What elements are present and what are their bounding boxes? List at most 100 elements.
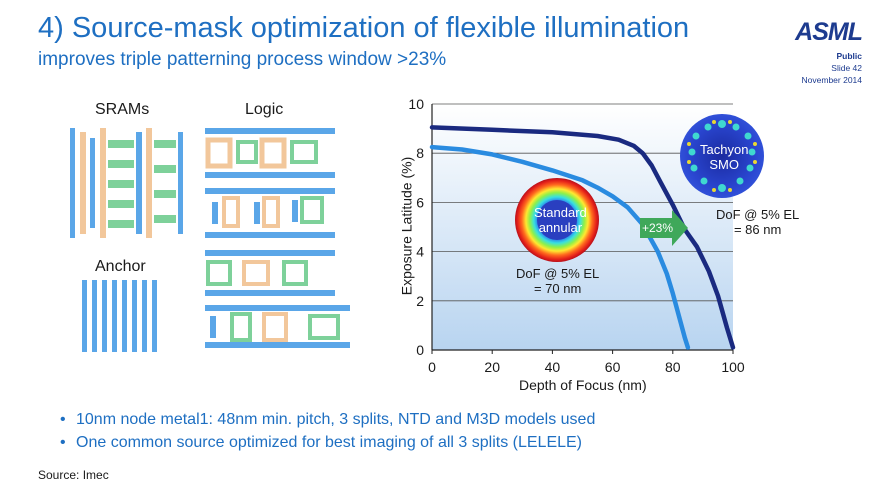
smo-pole (736, 177, 744, 185)
y-tick-label: 6 (416, 194, 424, 210)
logic-label: Logic (245, 101, 284, 118)
y-tick-label: 10 (408, 96, 424, 112)
anchor-line (152, 280, 157, 352)
sram-line (136, 132, 142, 234)
smo-pole (718, 184, 726, 192)
anchor-line (92, 280, 97, 352)
smo-pole (728, 188, 732, 192)
logic-shape (254, 202, 260, 224)
smo-pole (753, 160, 757, 164)
x-tick-label: 60 (605, 359, 621, 375)
logic-shape (290, 140, 318, 164)
smo-pole (748, 148, 756, 156)
anchor-label: Anchor (95, 258, 146, 275)
logic-shape (206, 260, 232, 286)
smo-pole (687, 160, 691, 164)
y-tick-label: 2 (416, 293, 424, 309)
logic-layout (205, 128, 350, 348)
dof-el-chart: 0 20 40 60 80 100 0 2 4 6 8 10 (408, 96, 764, 375)
anchor-line (142, 280, 147, 352)
slide-title: 4) Source-mask optimization of flexible … (38, 12, 690, 44)
logic-rail (205, 250, 335, 256)
x-tick-label: 40 (545, 359, 561, 375)
x-tick-label: 20 (484, 359, 500, 375)
logic-shape (205, 137, 233, 169)
smo-pole (700, 177, 708, 185)
slide-meta: Public Slide 42 November 2014 (802, 50, 862, 86)
logic-rail (205, 305, 350, 311)
sram-layout (70, 128, 183, 238)
sram-cell (154, 215, 176, 223)
smo-disk (680, 114, 764, 198)
standard-dof-annotation: DoF @ 5% EL = 70 nm (516, 266, 600, 296)
x-tick-label: 80 (665, 359, 681, 375)
logic-rail (205, 188, 335, 194)
logic-shape (262, 312, 288, 342)
sram-line (146, 128, 152, 238)
logic-shape (236, 140, 258, 164)
classification-label: Public (836, 51, 862, 61)
logic-rail (205, 172, 335, 178)
logic-shape (308, 314, 340, 340)
series-line-standard-annular (429, 144, 691, 350)
series-line-tachyon-smo (429, 125, 736, 350)
smo-pole (718, 120, 726, 128)
logic-rail (205, 128, 335, 134)
sram-cell (108, 140, 134, 148)
logic-rail (205, 232, 335, 238)
logic-rail (205, 342, 350, 348)
x-tick-label: 0 (428, 359, 436, 375)
sram-label: SRAMs (95, 101, 150, 118)
smo-pole (744, 132, 752, 140)
sram-line (100, 128, 106, 238)
sram-cell (154, 190, 176, 198)
y-tick-label: 4 (416, 244, 424, 260)
sram-cell (154, 140, 176, 148)
improvement-arrow (640, 210, 688, 246)
smo-pole (746, 164, 754, 172)
anchor-line (112, 280, 117, 352)
asml-logo: ASML (795, 18, 863, 46)
logic-shape (292, 200, 298, 222)
slide-number: Slide 42 (831, 63, 862, 73)
smo-pole (687, 142, 691, 146)
logic-shape (242, 260, 270, 286)
bullet-item: One common source optimized for best ima… (76, 431, 595, 454)
bullet-list: 10nm node metal1: 48nm min. pitch, 3 spl… (76, 408, 595, 454)
smo-pole (753, 142, 757, 146)
logic-shape (222, 196, 240, 228)
logic-shape (212, 202, 218, 224)
anchor-line (82, 280, 87, 352)
anchor-line (132, 280, 137, 352)
y-axis-label: Exposure Latitude (%) (398, 156, 415, 296)
smo-pole (728, 120, 732, 124)
sram-line (80, 132, 86, 234)
anchor-line (122, 280, 127, 352)
smo-pole (692, 132, 700, 140)
sram-cell (154, 165, 176, 173)
bullet-item: 10nm node metal1: 48nm min. pitch, 3 spl… (76, 408, 595, 431)
tachyon-smo-pupil (680, 114, 764, 198)
logic-shape (259, 137, 287, 169)
logic-rail (205, 290, 335, 296)
sram-cell (108, 180, 134, 188)
logic-shape (230, 312, 252, 342)
y-tick-label: 8 (416, 145, 424, 161)
sram-cell (108, 220, 134, 228)
standard-annular-pupil (515, 178, 599, 262)
logic-shape (210, 316, 216, 338)
standard-annular-label: Standard annular (534, 205, 587, 235)
smo-pole (712, 188, 716, 192)
sram-cell (108, 160, 134, 168)
slide-date: November 2014 (801, 75, 862, 85)
anchor-line (102, 280, 107, 352)
series-lines (429, 125, 736, 350)
sram-line (178, 132, 183, 234)
tachyon-smo-label: Tachyon SMO (700, 142, 749, 172)
x-axis-label: Depth of Focus (nm) (519, 377, 647, 393)
sram-cell (108, 200, 134, 208)
logic-shape (282, 260, 308, 286)
x-tick-label: 100 (721, 359, 745, 375)
smo-pole (690, 164, 698, 172)
